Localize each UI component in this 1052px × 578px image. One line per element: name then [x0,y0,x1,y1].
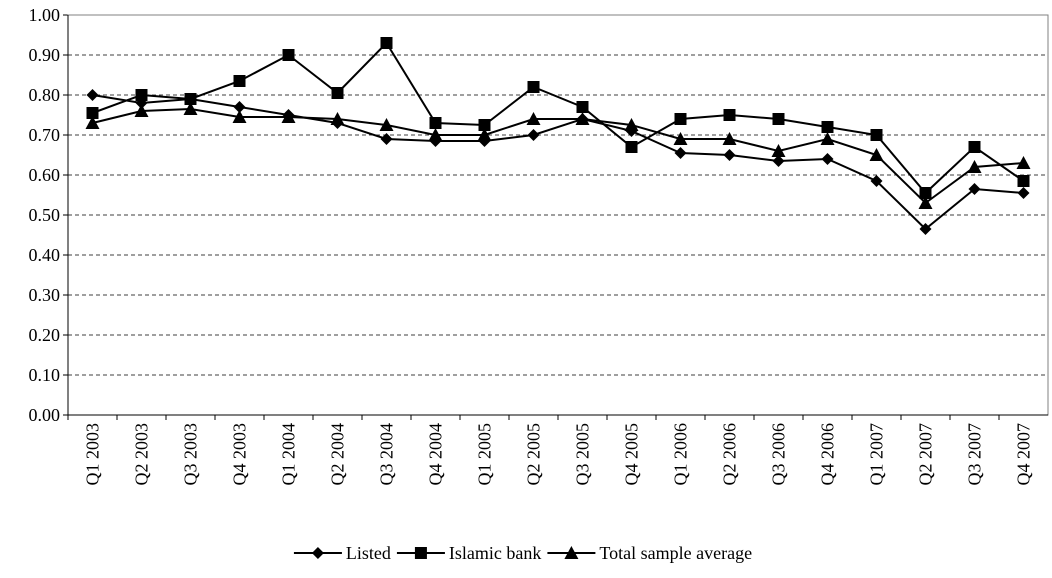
marker [281,110,296,123]
marker [673,132,688,145]
y-tick-label: 0.30 [29,285,61,305]
y-tick-label: 0.80 [29,85,61,105]
legend-marker [414,547,427,559]
x-tick-label: Q2 2006 [720,423,740,486]
x-tick-label: Q4 2005 [622,423,642,486]
marker [674,147,687,159]
marker [918,196,933,209]
marker [331,87,344,99]
y-tick-label: 0.10 [29,365,61,385]
marker [869,148,884,161]
marker [968,183,981,195]
marker [575,112,590,125]
marker [527,129,540,141]
marker [1016,156,1031,169]
y-tick-label: 0.20 [29,325,61,345]
marker [527,81,540,93]
marker [968,141,981,153]
marker [772,113,785,125]
x-tick-label: Q3 2006 [769,423,789,486]
series-line [92,41,1025,195]
marker [380,37,393,49]
x-tick-label: Q4 2004 [426,423,446,486]
y-tick-label: 0.40 [29,245,61,265]
legend-label: Total sample average [599,543,752,563]
legend-marker [311,547,324,559]
x-tick-label: Q4 2006 [818,423,838,486]
y-tick-label: 0.60 [29,165,61,185]
marker [135,89,148,101]
series-line [92,107,1024,205]
marker [233,75,246,87]
marker [771,144,786,157]
marker [1017,187,1030,199]
legend: Listed Islamic bank Total sample average [293,543,752,563]
marker [870,175,883,187]
x-tick-label: Q3 2003 [181,423,201,486]
marker [429,117,442,129]
marker [85,116,100,129]
x-tick-label: Q2 2005 [524,423,544,486]
y-tick-label: 0.50 [29,205,61,225]
y-tick-label: 0.70 [29,125,61,145]
marker [722,132,737,145]
marker [526,112,541,125]
marker [820,132,835,145]
series-line [92,94,1024,231]
x-tick-label: Q3 2007 [965,423,985,486]
x-tick-label: Q1 2005 [475,423,495,486]
x-tick-label: Q1 2003 [83,423,103,486]
marker [86,89,99,101]
marker [821,153,834,165]
marker [477,128,492,141]
marker [233,101,246,113]
marker [330,112,345,125]
legend-label: Islamic bank [449,543,541,563]
marker [1017,175,1030,187]
marker [86,107,99,119]
x-tick-label: Q1 2006 [671,423,691,486]
x-tick-label: Q4 2007 [1014,423,1034,486]
marker [134,104,149,117]
marker [282,49,295,61]
marker [624,118,639,131]
marker [723,149,736,161]
marker [183,102,198,115]
marker [723,109,736,121]
x-tick-label: Q1 2004 [279,423,299,486]
legend-label: Listed [346,543,391,563]
marker [967,160,982,173]
marker [232,110,247,123]
x-tick-label: Q3 2004 [377,423,397,486]
marker [821,121,834,133]
x-tick-label: Q2 2007 [916,423,936,486]
legend-marker [564,546,579,559]
y-tick-label: 0.90 [29,45,61,65]
x-tick-label: Q4 2003 [230,423,250,486]
marker [184,93,197,105]
marker [576,101,589,113]
marker [674,113,687,125]
marker [772,155,785,167]
x-tick-label: Q3 2005 [573,423,593,486]
x-tick-label: Q2 2004 [328,423,348,486]
marker [379,118,394,131]
marker [919,187,932,199]
marker [870,129,883,141]
y-tick-label: 1.00 [29,5,61,25]
marker [478,119,491,131]
marker [625,141,638,153]
y-tick-label: 0.00 [29,405,61,425]
x-tick-label: Q1 2007 [867,423,887,486]
x-tick-label: Q2 2003 [132,423,152,486]
marker [919,223,932,235]
marker [428,128,443,141]
marker [380,133,393,145]
